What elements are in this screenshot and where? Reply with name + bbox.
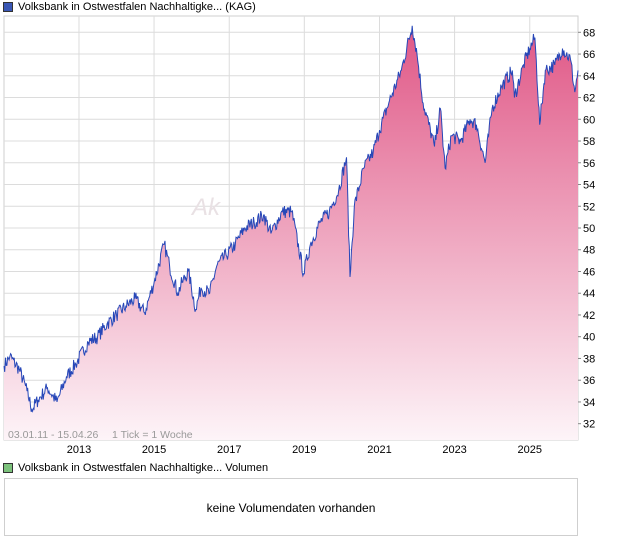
y-tick-label: 54 <box>583 180 595 192</box>
y-tick-label: 52 <box>583 201 595 213</box>
main-legend-swatch <box>3 2 13 12</box>
price-line <box>3 25 579 413</box>
x-tick-label: 2019 <box>292 444 316 456</box>
y-tick-label: 60 <box>583 114 595 126</box>
x-tick-label: 2021 <box>367 444 391 456</box>
main-legend-label: Volksbank in Ostwestfalen Nachhaltigke..… <box>18 1 256 13</box>
volume-legend-label: Volksbank in Ostwestfalen Nachhaltigke..… <box>18 462 269 474</box>
watermark: Ak <box>190 194 222 221</box>
main-legend: Volksbank in Ostwestfalen Nachhaltigke..… <box>3 0 256 14</box>
y-tick-label: 44 <box>583 288 595 300</box>
y-tick-label: 42 <box>583 310 595 322</box>
y-tick-label: 46 <box>583 266 595 278</box>
y-tick-label: 40 <box>583 332 595 344</box>
x-tick-label: 2013 <box>67 444 91 456</box>
y-tick-label: 56 <box>583 158 595 170</box>
price-chart: Ak 03.01.11 - 15.04.26 1 Tick = 1 Woche … <box>3 15 595 456</box>
volume-panel: keine Volumendaten vorhanden <box>4 478 578 536</box>
price-area <box>4 25 578 441</box>
date-range-label: 03.01.11 - 15.04.26 <box>8 429 98 441</box>
x-tick-label: 2015 <box>142 444 166 456</box>
y-tick-label: 62 <box>583 93 595 105</box>
y-tick-label: 34 <box>583 397 595 409</box>
tick-info-label: 1 Tick = 1 Woche <box>112 429 193 441</box>
x-axis: 2013 2015 2017 2019 2021 2023 2025 <box>67 444 542 456</box>
no-volume-message: keine Volumendaten vorhanden <box>206 501 376 515</box>
y-tick-label: 58 <box>583 136 595 148</box>
x-tick-label: 2017 <box>217 444 241 456</box>
y-axis: 32 34 36 38 40 42 44 46 48 50 52 54 56 58 60 62 64 66 68 <box>578 27 595 431</box>
y-tick-label: 36 <box>583 375 595 387</box>
volume-legend: Volksbank in Ostwestfalen Nachhaltigke..… <box>3 461 268 475</box>
x-tick-label: 2023 <box>442 444 466 456</box>
y-tick-label: 66 <box>583 49 595 61</box>
y-tick-label: 68 <box>583 27 595 39</box>
volume-legend-swatch <box>3 463 13 473</box>
y-tick-label: 50 <box>583 223 595 235</box>
y-tick-label: 48 <box>583 245 595 257</box>
x-tick-label: 2025 <box>518 444 542 456</box>
y-tick-label: 38 <box>583 353 595 365</box>
y-tick-label: 64 <box>583 71 595 83</box>
y-tick-label: 32 <box>583 419 595 431</box>
